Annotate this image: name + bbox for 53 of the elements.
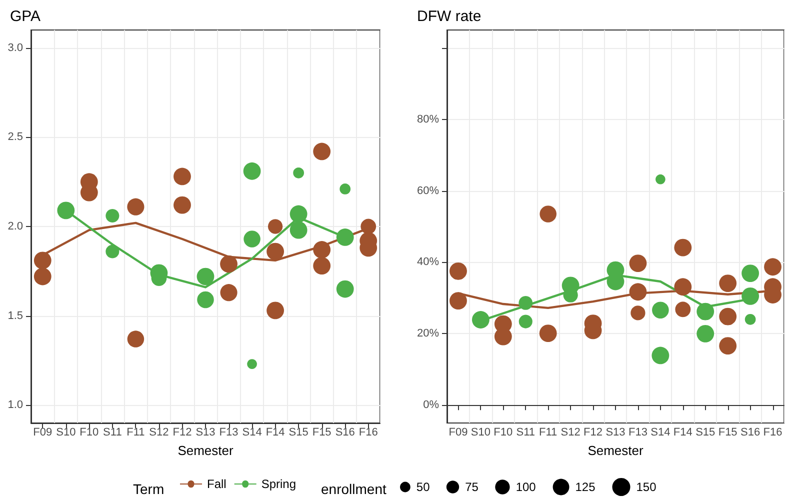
x-tick-label: F16: [763, 426, 782, 438]
y-tick-label: 2.5: [8, 131, 23, 144]
legend-title: Term: [133, 481, 164, 497]
x-tick-label: F13: [628, 426, 648, 438]
x-tick-label: S10: [470, 426, 490, 438]
legend-label: 75: [465, 480, 479, 494]
x-tick-label: S16: [740, 426, 760, 438]
legend-label: Spring: [261, 477, 296, 491]
text: enrollment: [321, 481, 386, 497]
x-tick-label: S12: [149, 426, 169, 438]
x-tick-label: S10: [56, 426, 76, 438]
x-axis-title: Semester: [588, 443, 644, 458]
x-tick-label: F09: [448, 426, 468, 438]
x-tick-label: F14: [266, 426, 285, 438]
x-tick-label: F10: [80, 426, 99, 438]
y-tick-label: 0%: [423, 399, 440, 412]
y-tick-label: 60%: [416, 184, 440, 197]
chart-title: GPA: [10, 8, 41, 25]
x-tick-label: S12: [560, 426, 580, 438]
x-tick-label: S13: [606, 426, 626, 438]
y-tick-label: 80%: [416, 113, 440, 126]
x-tick-label: F13: [219, 426, 238, 438]
x-tick-label: S14: [650, 426, 670, 438]
x-tick-label: F12: [584, 426, 603, 438]
y-tick-label: 3.0: [8, 42, 23, 54]
y-tick-label: 20%: [416, 328, 440, 340]
x-axis-title: Semester: [178, 443, 234, 458]
x-tick-label: F15: [312, 426, 332, 438]
x-tick-label: S15: [696, 426, 716, 438]
x-tick-label: F16: [358, 426, 378, 438]
x-tick-label: S14: [242, 426, 262, 438]
x-tick-label: F15: [718, 426, 738, 438]
x-tick-label: F09: [33, 426, 52, 438]
x-tick-label: F11: [539, 426, 558, 438]
legend-label: Fall: [207, 477, 226, 491]
legend-label: 100: [516, 480, 536, 494]
y-tick-label: 1.5: [8, 310, 23, 322]
legend-label: 125: [575, 480, 596, 494]
x-tick-label: S15: [288, 426, 308, 438]
x-tick-label: S16: [335, 426, 355, 438]
legend-label: 150: [636, 480, 657, 494]
y-tick-label: 1.0: [8, 399, 23, 412]
y-tick-label: 2.0: [8, 220, 23, 232]
chart-title: DFW rate: [417, 8, 482, 25]
x-tick-label: F14: [673, 426, 692, 438]
x-tick-label: S13: [196, 426, 216, 438]
legend-label: 50: [416, 480, 430, 494]
x-tick-label: F12: [172, 426, 192, 438]
x-tick-label: F11: [126, 426, 145, 438]
x-tick-label: S11: [103, 426, 122, 438]
x-tick-label: S11: [516, 426, 536, 438]
y-tick-label: 40%: [416, 256, 440, 268]
x-tick-label: F10: [494, 426, 513, 438]
